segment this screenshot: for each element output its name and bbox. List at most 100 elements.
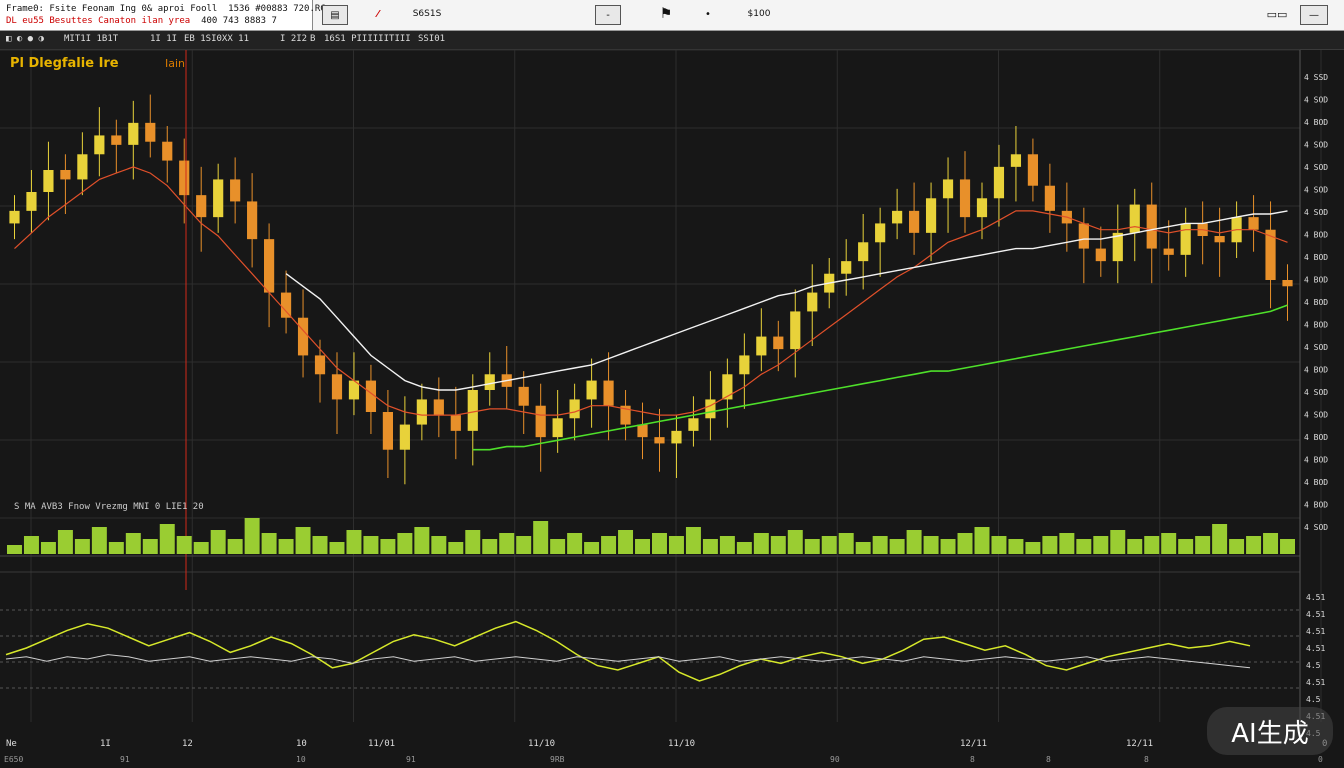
dot-button[interactable]: • — [700, 5, 716, 23]
time-subtick-label: 9RB — [550, 755, 565, 764]
candle — [314, 339, 326, 403]
time-subtick-label: 91 — [406, 755, 416, 764]
candle — [586, 358, 597, 428]
candle — [875, 207, 886, 277]
candle — [841, 239, 852, 296]
zoom-out-button[interactable]: - — [595, 5, 621, 25]
candle — [1129, 188, 1140, 262]
tool-group-g[interactable]: 16S1 PIIIIIITIII — [324, 34, 411, 44]
close-icon: — — [1309, 9, 1319, 21]
time-subtick-label: 10 — [296, 755, 306, 764]
oscillator-tick-label: 4.51 — [1306, 627, 1325, 636]
candle — [1248, 195, 1259, 252]
price-tick-label: 4 BOD — [1304, 321, 1328, 330]
candle — [43, 141, 54, 221]
indicator-button[interactable]: ▤ — [322, 5, 348, 25]
candle — [739, 333, 750, 409]
chart-grid — [0, 49, 1322, 740]
candle — [942, 157, 954, 233]
moving-average-white-line — [285, 210, 1288, 391]
flag-icon: ⚑ — [659, 6, 673, 22]
volume-bar — [1110, 530, 1126, 554]
oscillator-main-line — [5, 620, 1251, 682]
draw-tool-button[interactable]: ⁄ — [366, 5, 390, 23]
time-tick-label: 1I — [100, 739, 111, 749]
tool-group-h[interactable]: SSI01 — [418, 34, 446, 44]
volume-bar — [702, 539, 718, 554]
candle — [620, 390, 631, 441]
candle — [1146, 182, 1157, 284]
volume-bar — [1246, 536, 1262, 554]
info-line-1: Frame0: Fsite Feonam Ing 0& aproi Fooll — [6, 4, 218, 14]
price-tick-label: 4 SOD — [1304, 343, 1328, 352]
moving-average-green-line — [472, 304, 1288, 451]
layout-icon: ▭▭ — [1266, 7, 1288, 21]
candle — [297, 289, 309, 378]
price-tick-label: 4 BOD — [1304, 501, 1328, 510]
volume-bar — [668, 536, 684, 554]
candle — [1010, 126, 1022, 202]
time-tick-label: Ne — [6, 739, 17, 749]
volume-bar — [567, 533, 583, 554]
volume-bar — [40, 542, 56, 554]
oscillator-tick-label: 4.51 — [1306, 593, 1325, 602]
time-subtick-label: 91 — [120, 755, 130, 764]
dot-icon: • — [705, 8, 711, 20]
candle — [399, 396, 410, 485]
volume-bar — [7, 545, 22, 554]
candle — [807, 264, 818, 346]
volume-bar — [1076, 539, 1092, 554]
volume-bar — [380, 539, 396, 554]
candle — [433, 377, 444, 438]
volume-bar — [414, 527, 430, 554]
close-button[interactable]: — — [1300, 5, 1328, 25]
candle — [1163, 220, 1174, 271]
volume-bar — [1212, 524, 1228, 554]
volume-bar — [1195, 536, 1211, 554]
time-tick-label: 11/10 — [528, 739, 555, 749]
tool-group-a[interactable]: ◧ ◐ ● ◑ — [6, 34, 44, 44]
candle — [484, 352, 495, 406]
tool-group-e[interactable]: I 2I2 — [280, 34, 308, 44]
time-tick-label: 12/11 — [960, 739, 987, 749]
candle — [1180, 207, 1191, 277]
price-button[interactable]: $100 — [742, 5, 776, 23]
price-tick-label: 4 BOD — [1304, 276, 1328, 285]
volume-bar — [804, 539, 820, 554]
tool-group-c[interactable]: 1I 1I — [150, 34, 178, 44]
volume-bar — [499, 533, 515, 554]
tool-group-f[interactable]: B — [310, 34, 316, 44]
volume-bar — [1059, 533, 1075, 554]
volume-bar — [448, 542, 464, 554]
volume-bar — [329, 542, 345, 554]
tool-group-d[interactable]: EB 1SI0XX 11 — [184, 34, 250, 44]
oscillator-signal-line — [5, 654, 1251, 669]
volume-bar — [397, 533, 413, 554]
price-tick-label: 4 BOD — [1304, 366, 1328, 375]
volume-bar — [176, 536, 192, 554]
volume-bar — [159, 524, 175, 554]
price-tick-label: 4 SOD — [1304, 388, 1328, 397]
volume-bar — [23, 536, 39, 554]
price-tick-label: 4 BOD — [1304, 478, 1328, 487]
volume-bar — [74, 539, 90, 554]
volume-bar — [1008, 539, 1024, 554]
oscillator-tick-label: 4.51 — [1306, 610, 1325, 619]
candle — [1214, 207, 1225, 277]
candle — [230, 157, 241, 224]
tool-group-b[interactable]: MIT1I 1B1T — [64, 34, 119, 44]
candle — [26, 170, 37, 233]
volume-bar — [584, 542, 600, 554]
candle — [179, 138, 190, 224]
layout-button[interactable]: ▭▭ — [1264, 5, 1290, 23]
time-subtick-label: 8 — [1046, 755, 1051, 764]
price-tick-label: 4 BOD — [1304, 433, 1328, 442]
price-tick-label: 4 SOD — [1304, 208, 1328, 217]
indicator-icon: ▤ — [330, 9, 340, 21]
volume-bar — [1161, 533, 1177, 554]
flag-button[interactable]: ⚑ — [656, 5, 676, 23]
volume-bar — [872, 536, 888, 554]
candle — [1078, 207, 1089, 284]
volume-bar — [787, 530, 803, 554]
